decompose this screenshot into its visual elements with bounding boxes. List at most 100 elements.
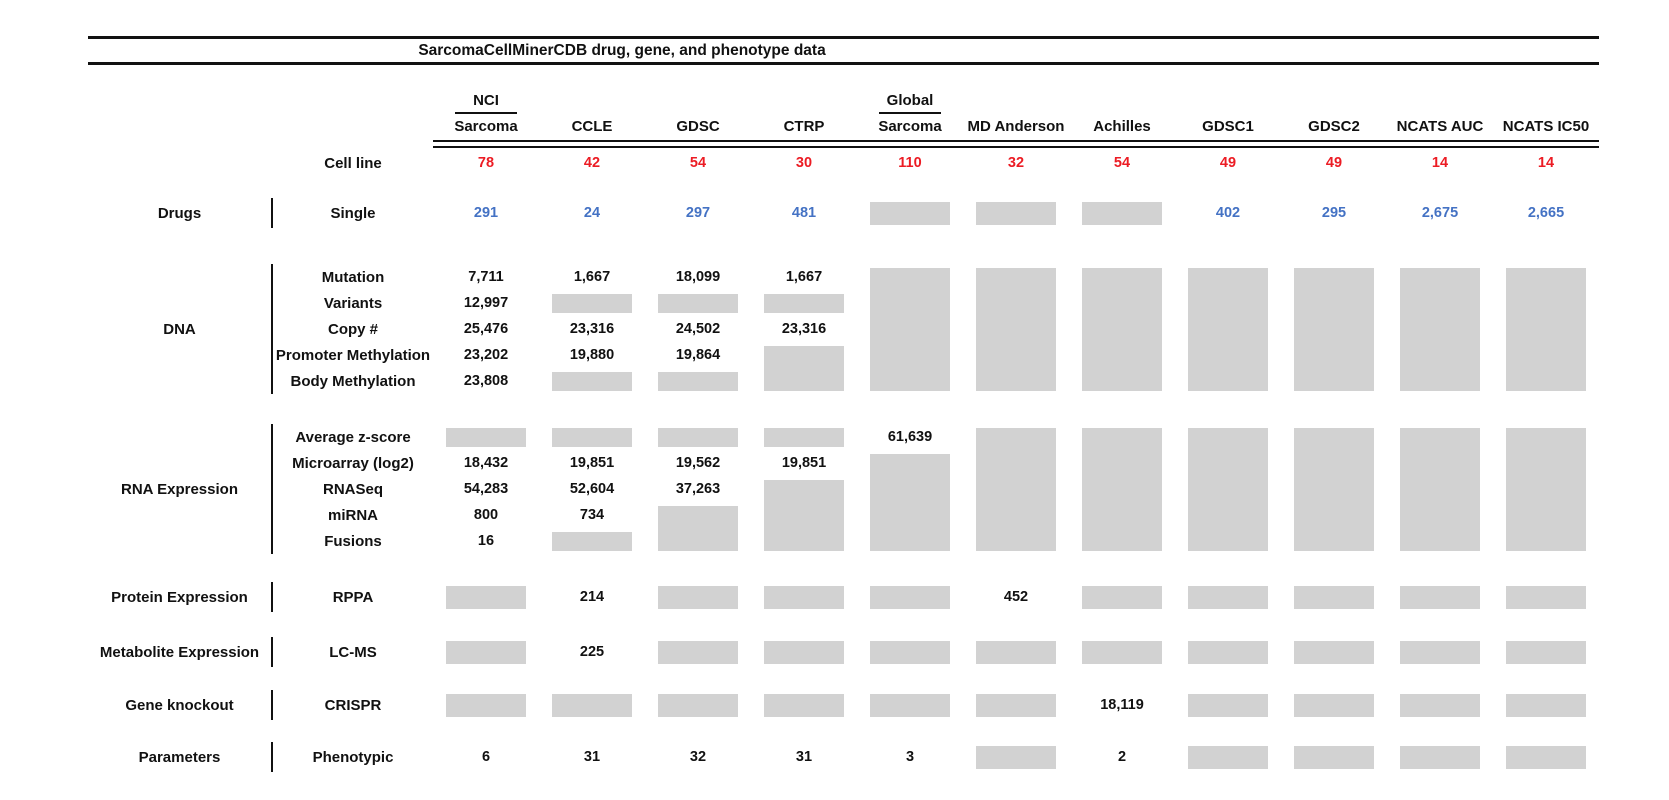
data-column [1069, 582, 1175, 612]
missing-data-block [1294, 693, 1374, 717]
cell-line-count: 49 [1219, 155, 1237, 171]
missing-data-block [658, 427, 738, 447]
data-column [1175, 742, 1281, 772]
table-cell-value: 24 [583, 205, 601, 221]
table-cell-value: 6 [481, 749, 491, 765]
data-column [1281, 690, 1387, 720]
table-cell-value: 31 [583, 749, 601, 765]
missing-data-block [1188, 585, 1268, 609]
row-label: LC-MS [329, 643, 377, 661]
data-column [963, 637, 1069, 667]
data-column [857, 198, 963, 228]
data-column [1493, 582, 1599, 612]
column-header: NCI Sarcoma [433, 91, 539, 139]
data-column [645, 637, 751, 667]
data-column: 19,851 [751, 424, 857, 554]
data-column: 1,667 23,316 19,880 [539, 264, 645, 394]
column-header-label: NCATS IC50 [1502, 118, 1590, 135]
data-column [1493, 424, 1599, 554]
data-column [857, 264, 963, 394]
data-column: 18,432 54,283 800 16 [433, 424, 539, 554]
table-cell-value: 23,316 [781, 321, 827, 337]
missing-data-block [1400, 693, 1480, 717]
table-cell-value: 295 [1321, 205, 1347, 221]
data-column: 6 [433, 742, 539, 772]
row-label: Microarray (log2) [292, 454, 414, 472]
table-cell-value: 1,667 [573, 269, 611, 285]
column-header: MD Anderson [963, 115, 1069, 139]
header-underline: NCI [455, 91, 517, 114]
data-column [751, 582, 857, 612]
missing-data-block [1188, 693, 1268, 717]
table-cell-value: 452 [1003, 589, 1029, 605]
missing-data-block [1506, 745, 1586, 769]
header-underline: Global [879, 91, 941, 114]
data-column [963, 264, 1069, 394]
data-column: 225 [539, 637, 645, 667]
table-cell-value: 61,639 [887, 429, 933, 445]
data-column [1281, 742, 1387, 772]
section-drugs: Drugs Single 291 24 297 481 402 295 2,675 2,665 [88, 198, 1669, 228]
missing-data-block [552, 371, 632, 391]
data-column [1069, 637, 1175, 667]
data-column: 3 [857, 742, 963, 772]
section-category-label: Protein Expression [88, 582, 273, 612]
row-label: Copy # [327, 320, 378, 338]
data-column [1281, 637, 1387, 667]
row-label: Single [330, 204, 376, 222]
row-label: miRNA [327, 506, 378, 524]
section-category-label: RNA Expression [88, 424, 273, 554]
missing-data-block [658, 585, 738, 609]
section-category-label: Gene knockout [88, 690, 273, 720]
table-cell-value: 214 [579, 589, 605, 605]
data-column: 31 [751, 742, 857, 772]
column-header-label: CCLE [571, 118, 613, 135]
data-column [1069, 424, 1175, 554]
missing-data-block [1082, 585, 1162, 609]
missing-data-block [1294, 585, 1374, 609]
row-label: Average z-score [295, 428, 411, 446]
data-column [1281, 424, 1387, 554]
title-bottom-rule [88, 62, 1599, 65]
table-cell-value: 23,202 [463, 347, 509, 363]
column-header: NCATS AUC [1387, 115, 1493, 139]
section-gene-knockout: Gene knockout CRISPR 18,119 [88, 690, 1669, 720]
column-header: Global Sarcoma [857, 91, 963, 139]
table-cell-value: 23,808 [463, 373, 509, 389]
missing-data-block [1188, 745, 1268, 769]
data-column [1387, 742, 1493, 772]
missing-data-block [870, 267, 950, 391]
cell-line-count: 14 [1431, 155, 1449, 171]
missing-data-block [1294, 427, 1374, 551]
section-category-label: Drugs [88, 198, 273, 228]
table-cell-value: 734 [579, 507, 605, 523]
table-sections: Drugs Single 291 24 297 481 402 295 2,675 2,665 DN… [0, 198, 1669, 772]
missing-data-block [1082, 267, 1162, 391]
table-cell-value: 19,864 [675, 347, 721, 363]
row-label: Phenotypic [312, 748, 394, 766]
missing-data-block [1188, 267, 1268, 391]
missing-data-block [1400, 585, 1480, 609]
data-column: 2 [1069, 742, 1175, 772]
section-metabolite-expression: Metabolite Expression LC-MS 225 [88, 637, 1669, 667]
missing-data-block [764, 479, 844, 551]
row-label: Variants [323, 294, 383, 312]
title-top-rule [88, 36, 1599, 39]
missing-data-block [658, 293, 738, 313]
data-column [433, 637, 539, 667]
table-cell-value: 18,432 [463, 455, 509, 471]
cell-line-count: 54 [1113, 155, 1131, 171]
table-cell-value: 2 [1117, 749, 1127, 765]
missing-data-block [658, 693, 738, 717]
data-column [645, 690, 751, 720]
data-column: 297 [645, 198, 751, 228]
missing-data-block [446, 640, 526, 664]
data-column [1069, 264, 1175, 394]
table-cell-value: 3 [905, 749, 915, 765]
column-header: NCATS IC50 [1493, 115, 1599, 139]
missing-data-block [870, 640, 950, 664]
missing-data-block [1400, 267, 1480, 391]
data-column [1387, 264, 1493, 394]
data-column [1387, 424, 1493, 554]
table-cell-value: 2,665 [1527, 205, 1565, 221]
